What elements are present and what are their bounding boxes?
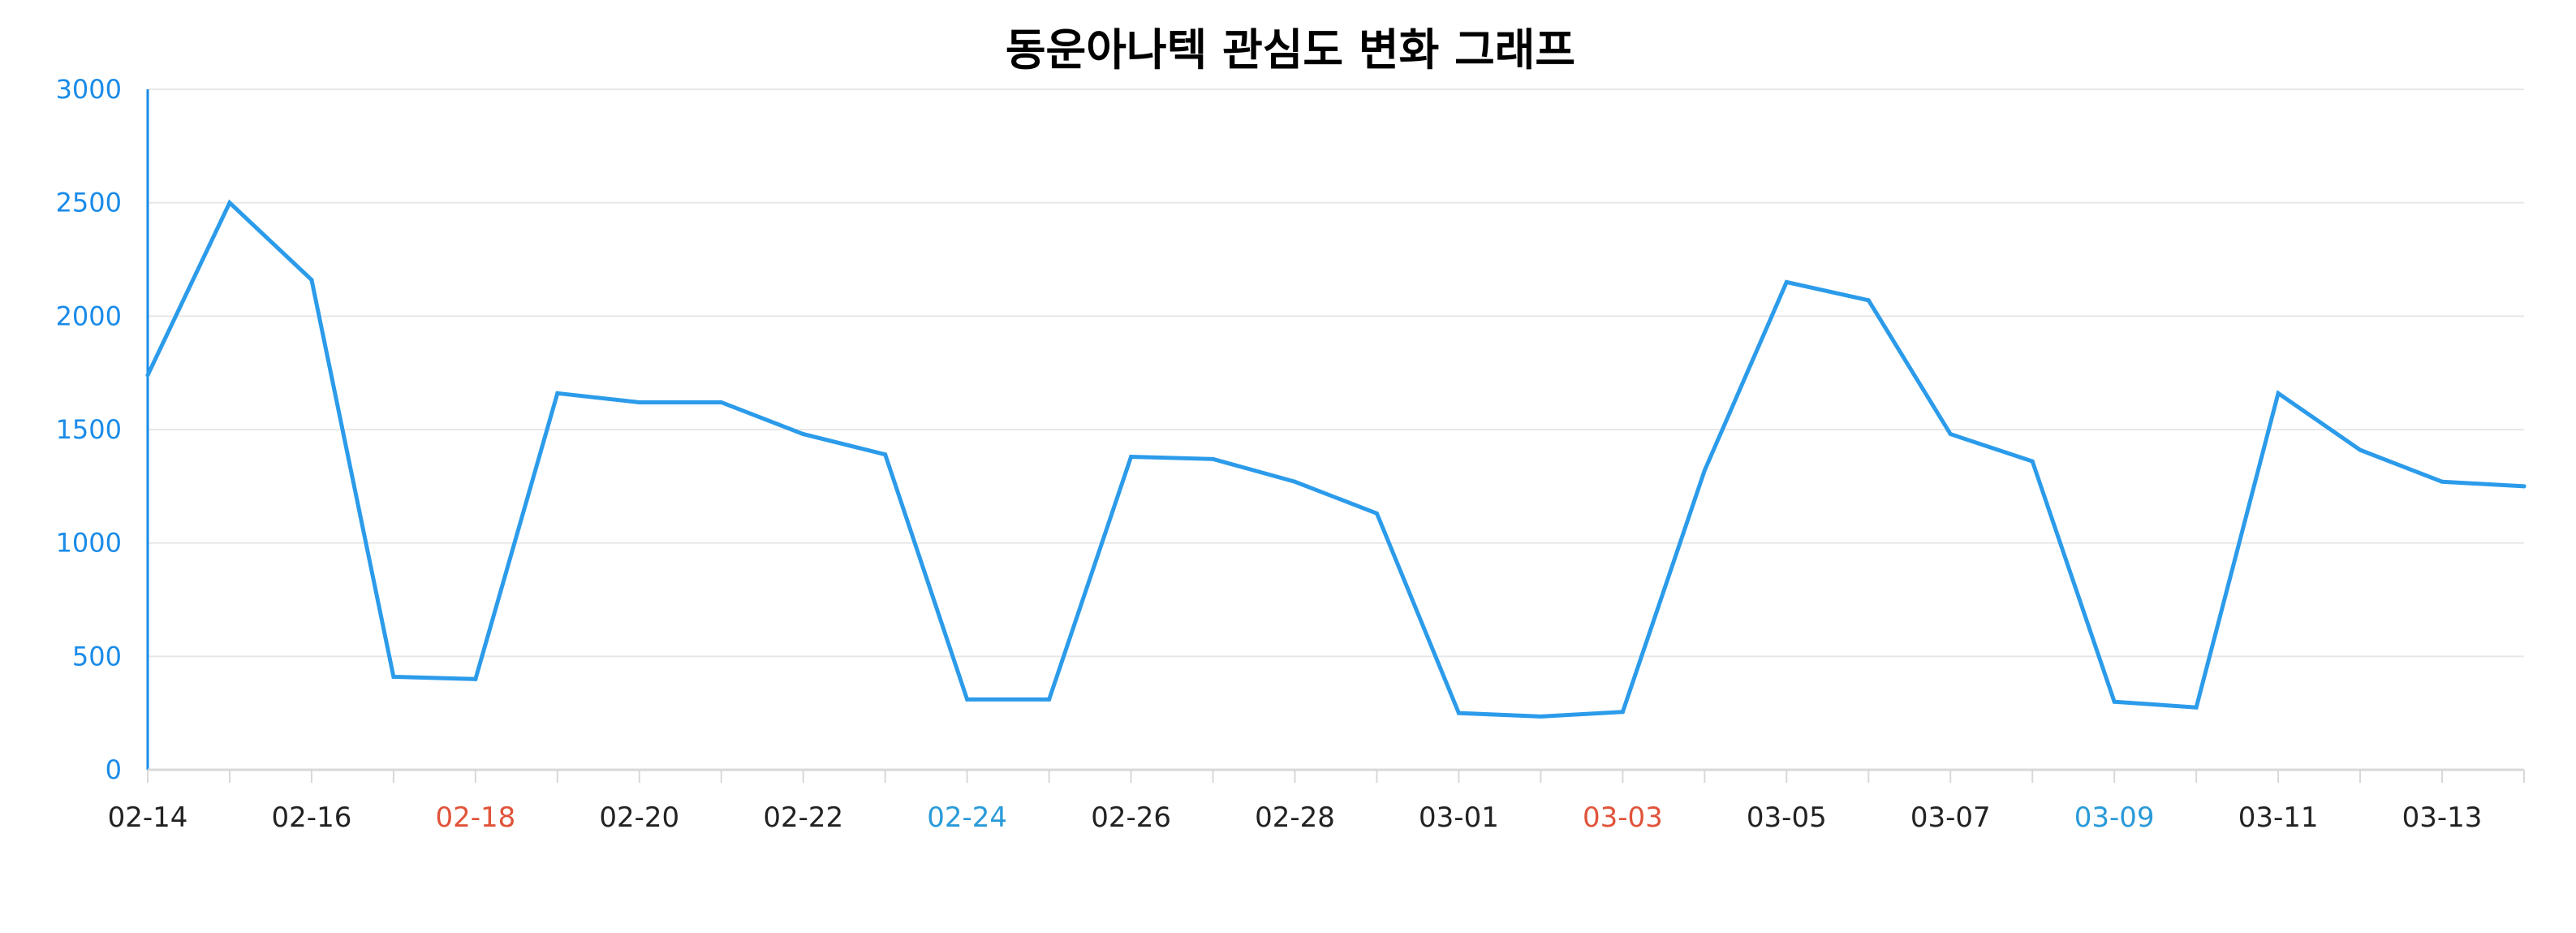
data-point: [2522, 484, 2526, 489]
data-point: [1129, 455, 1134, 460]
data-point: [309, 278, 314, 283]
data-point: [391, 674, 396, 679]
y-tick-label: 1000: [56, 528, 122, 559]
data-point: [1702, 468, 1707, 473]
data-point: [1866, 298, 1871, 303]
series-line: [145, 199, 2526, 719]
y-axis: 0 500 1000 1500 2000 2500 3000: [56, 74, 149, 785]
data-point: [1456, 711, 1461, 715]
x-tick-label: 03-01: [1419, 801, 1499, 834]
x-tick-label: 03-11: [2238, 801, 2319, 834]
data-point: [965, 697, 970, 702]
x-tick-label: 03-07: [1910, 801, 1991, 834]
x-tick-label: 02-18: [435, 801, 515, 834]
y-tick-label: 1500: [56, 414, 122, 445]
series-group: [145, 199, 2526, 719]
y-tick-label: 500: [72, 641, 122, 672]
data-point: [1620, 710, 1625, 715]
data-point: [555, 391, 560, 395]
data-point: [1047, 697, 1052, 702]
x-tick-label: 02-24: [927, 801, 1007, 834]
x-tick-label: 03-09: [2074, 801, 2155, 834]
data-point: [2112, 699, 2117, 704]
data-point: [473, 676, 478, 681]
data-point: [2440, 479, 2445, 484]
data-point: [2194, 705, 2199, 710]
x-tick-label: 02-16: [272, 801, 352, 834]
data-point: [1538, 714, 1543, 719]
y-tick-label: 3000: [56, 74, 122, 105]
data-point: [1374, 511, 1379, 516]
data-point: [1293, 479, 1298, 484]
x-tick-label: 02-28: [1255, 801, 1335, 834]
data-point: [1948, 432, 1953, 437]
data-point: [801, 432, 806, 437]
data-point: [227, 201, 232, 205]
data-point: [1784, 279, 1789, 284]
data-point: [883, 452, 888, 457]
data-point: [1211, 456, 1216, 461]
data-point: [2030, 459, 2035, 464]
x-tick-label: 03-05: [1747, 801, 1827, 834]
chart-title: 동운아나텍 관심도 변화 그래프: [1006, 24, 1575, 76]
y-tick-label: 0: [106, 754, 122, 785]
data-point: [2276, 391, 2281, 395]
grid-lines: [148, 89, 2524, 658]
x-tick-label: 03-03: [1583, 801, 1663, 834]
x-tick-label: 02-22: [763, 801, 843, 834]
x-tick-label: 02-26: [1091, 801, 1171, 834]
x-tick-label: 02-14: [108, 801, 188, 834]
data-point: [2358, 447, 2363, 452]
x-tick-label: 03-13: [2402, 801, 2483, 834]
x-tick-label: 02-20: [599, 801, 679, 834]
data-point: [719, 400, 724, 404]
x-axis: 02-14 02-16 02-18 02-20 02-22 02-24 02-26 02-28…: [108, 768, 2525, 834]
data-point: [637, 400, 642, 404]
data-point: [145, 373, 150, 378]
y-tick-label: 2500: [56, 188, 122, 218]
y-tick-label: 2000: [56, 300, 122, 331]
